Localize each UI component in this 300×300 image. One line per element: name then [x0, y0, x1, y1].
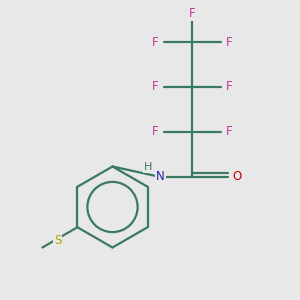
Text: F: F	[152, 125, 158, 139]
Text: S: S	[54, 234, 62, 247]
Text: F: F	[226, 125, 232, 139]
Text: F: F	[226, 80, 232, 94]
Text: F: F	[152, 35, 158, 49]
Text: F: F	[226, 35, 232, 49]
Text: N: N	[156, 170, 165, 184]
Text: O: O	[232, 170, 242, 184]
Text: F: F	[152, 80, 158, 94]
Text: H: H	[144, 162, 153, 172]
Text: F: F	[189, 7, 195, 20]
